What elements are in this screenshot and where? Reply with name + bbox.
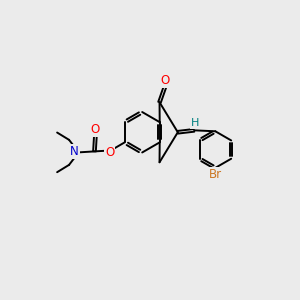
Text: O: O: [105, 146, 115, 159]
Text: O: O: [161, 74, 170, 87]
Text: N: N: [70, 145, 79, 158]
Text: Br: Br: [209, 168, 222, 181]
Text: H: H: [191, 118, 199, 128]
Text: O: O: [91, 123, 100, 136]
